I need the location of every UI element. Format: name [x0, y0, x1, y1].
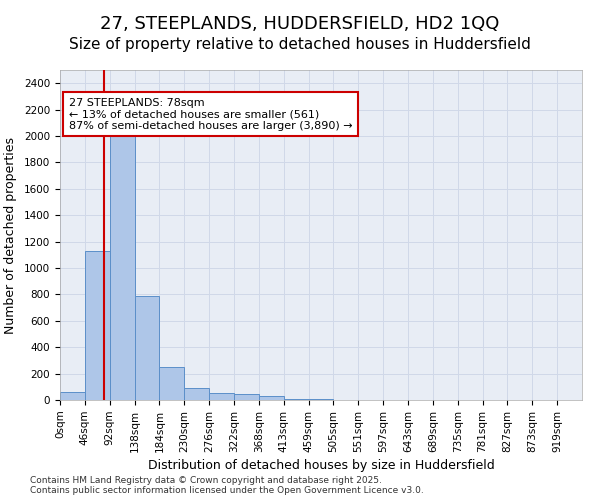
- Bar: [184, 388, 209, 400]
- Text: Size of property relative to detached houses in Huddersfield: Size of property relative to detached ho…: [69, 38, 531, 52]
- Bar: [85, 251, 110, 400]
- Bar: [259, 396, 284, 400]
- Bar: [234, 394, 259, 400]
- Bar: [209, 392, 234, 400]
- X-axis label: Distribution of detached houses by size in Huddersfield: Distribution of detached houses by size …: [148, 459, 494, 472]
- Bar: [60, 392, 85, 400]
- Text: 27 STEEPLANDS: 78sqm
← 13% of detached houses are smaller (561)
87% of semi-deta: 27 STEEPLANDS: 78sqm ← 13% of detached h…: [69, 98, 352, 131]
- Bar: [284, 398, 308, 400]
- Text: 27, STEEPLANDS, HUDDERSFIELD, HD2 1QQ: 27, STEEPLANDS, HUDDERSFIELD, HD2 1QQ: [100, 15, 500, 33]
- Bar: [134, 296, 160, 400]
- Y-axis label: Number of detached properties: Number of detached properties: [4, 136, 17, 334]
- Bar: [110, 136, 134, 400]
- Text: Contains HM Land Registry data © Crown copyright and database right 2025.
Contai: Contains HM Land Registry data © Crown c…: [30, 476, 424, 495]
- Bar: [160, 367, 184, 400]
